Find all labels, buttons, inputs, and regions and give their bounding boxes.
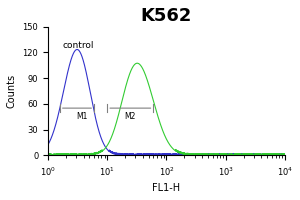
- Text: control: control: [63, 41, 94, 50]
- Text: M1: M1: [77, 112, 88, 121]
- X-axis label: FL1-H: FL1-H: [152, 183, 181, 193]
- Y-axis label: Counts: Counts: [7, 74, 17, 108]
- Text: M2: M2: [124, 112, 136, 121]
- Title: K562: K562: [141, 7, 192, 25]
